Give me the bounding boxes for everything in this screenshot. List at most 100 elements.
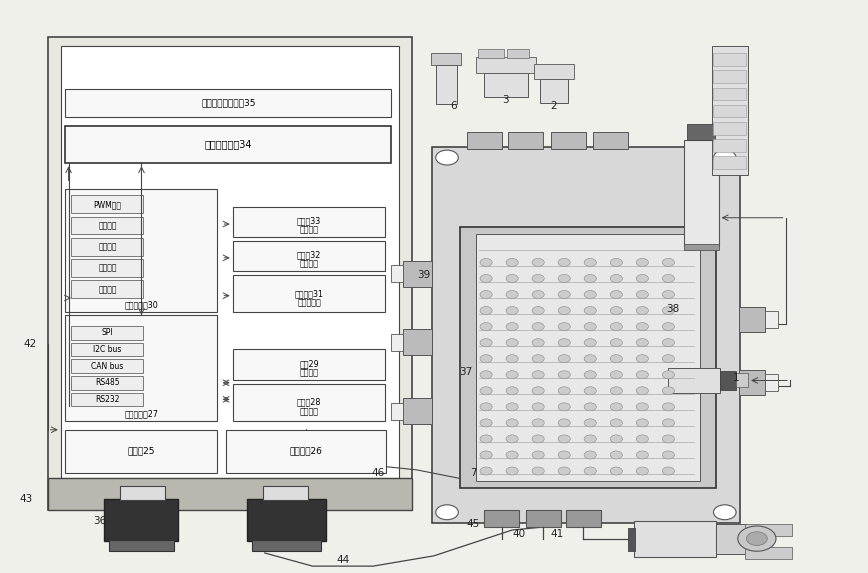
FancyBboxPatch shape xyxy=(403,398,432,424)
FancyBboxPatch shape xyxy=(540,79,568,103)
Circle shape xyxy=(610,451,622,459)
Text: I2C bus: I2C bus xyxy=(94,345,122,354)
Circle shape xyxy=(480,371,492,379)
Circle shape xyxy=(558,291,570,299)
Circle shape xyxy=(610,355,622,363)
FancyBboxPatch shape xyxy=(403,329,432,355)
Text: 输入输出板30: 输入输出板30 xyxy=(125,300,158,309)
Text: RS485: RS485 xyxy=(95,378,120,387)
FancyBboxPatch shape xyxy=(460,227,716,488)
Text: 摄像头开: 摄像头开 xyxy=(299,225,319,234)
FancyBboxPatch shape xyxy=(739,370,765,395)
FancyBboxPatch shape xyxy=(108,540,174,551)
Text: 接线端子26: 接线端子26 xyxy=(290,446,323,456)
Circle shape xyxy=(713,505,736,520)
FancyBboxPatch shape xyxy=(765,311,778,328)
FancyBboxPatch shape xyxy=(71,280,143,298)
Circle shape xyxy=(610,323,622,331)
FancyBboxPatch shape xyxy=(65,430,217,473)
Text: 39: 39 xyxy=(417,270,431,280)
Circle shape xyxy=(738,526,776,551)
Circle shape xyxy=(532,291,544,299)
Circle shape xyxy=(506,323,518,331)
Circle shape xyxy=(584,371,596,379)
Circle shape xyxy=(506,291,518,299)
Circle shape xyxy=(480,467,492,475)
Circle shape xyxy=(662,258,674,266)
Circle shape xyxy=(584,291,596,299)
FancyBboxPatch shape xyxy=(534,64,574,79)
Circle shape xyxy=(532,451,544,459)
Circle shape xyxy=(746,532,767,545)
Circle shape xyxy=(584,419,596,427)
Text: 38: 38 xyxy=(666,304,680,315)
Text: 数字输出: 数字输出 xyxy=(98,264,117,273)
FancyBboxPatch shape xyxy=(467,132,502,149)
FancyBboxPatch shape xyxy=(507,49,529,58)
Circle shape xyxy=(610,387,622,395)
Circle shape xyxy=(610,274,622,282)
Circle shape xyxy=(480,403,492,411)
FancyBboxPatch shape xyxy=(478,49,504,58)
FancyBboxPatch shape xyxy=(436,65,457,104)
Circle shape xyxy=(532,258,544,266)
Text: 42: 42 xyxy=(23,339,37,349)
FancyBboxPatch shape xyxy=(713,156,746,169)
Circle shape xyxy=(506,387,518,395)
Circle shape xyxy=(636,371,648,379)
Circle shape xyxy=(532,355,544,363)
FancyBboxPatch shape xyxy=(431,53,461,65)
FancyBboxPatch shape xyxy=(628,528,635,551)
Circle shape xyxy=(480,274,492,282)
Text: 41: 41 xyxy=(550,529,564,539)
FancyBboxPatch shape xyxy=(476,234,700,481)
Text: 1: 1 xyxy=(733,373,740,383)
FancyBboxPatch shape xyxy=(720,371,736,390)
FancyBboxPatch shape xyxy=(71,393,143,406)
FancyBboxPatch shape xyxy=(593,132,628,149)
Circle shape xyxy=(532,274,544,282)
Text: 2: 2 xyxy=(550,101,557,111)
FancyBboxPatch shape xyxy=(713,53,746,66)
FancyBboxPatch shape xyxy=(713,105,746,117)
Circle shape xyxy=(480,419,492,427)
Circle shape xyxy=(636,403,648,411)
Circle shape xyxy=(662,467,674,475)
FancyBboxPatch shape xyxy=(71,343,143,356)
FancyBboxPatch shape xyxy=(668,368,720,393)
Circle shape xyxy=(662,274,674,282)
Circle shape xyxy=(506,467,518,475)
Circle shape xyxy=(636,339,648,347)
Circle shape xyxy=(610,307,622,315)
FancyBboxPatch shape xyxy=(432,147,740,523)
FancyBboxPatch shape xyxy=(71,376,143,390)
Circle shape xyxy=(558,355,570,363)
Circle shape xyxy=(662,323,674,331)
FancyBboxPatch shape xyxy=(65,189,217,312)
Text: 7: 7 xyxy=(470,468,477,478)
FancyBboxPatch shape xyxy=(120,486,165,500)
Text: 数字输入: 数字输入 xyxy=(98,285,117,294)
Text: 关电路33: 关电路33 xyxy=(297,216,321,225)
Circle shape xyxy=(662,307,674,315)
Circle shape xyxy=(662,419,674,427)
FancyBboxPatch shape xyxy=(713,88,746,100)
FancyBboxPatch shape xyxy=(71,326,143,340)
Circle shape xyxy=(610,339,622,347)
FancyBboxPatch shape xyxy=(713,139,746,152)
Circle shape xyxy=(584,467,596,475)
Circle shape xyxy=(636,419,648,427)
Circle shape xyxy=(532,307,544,315)
Circle shape xyxy=(558,387,570,395)
Text: 开关电路31: 开关电路31 xyxy=(294,289,324,298)
Circle shape xyxy=(636,258,648,266)
Circle shape xyxy=(584,323,596,331)
FancyBboxPatch shape xyxy=(745,524,792,536)
Circle shape xyxy=(532,419,544,427)
FancyBboxPatch shape xyxy=(566,510,601,527)
Text: 6: 6 xyxy=(450,101,457,111)
Circle shape xyxy=(558,403,570,411)
FancyBboxPatch shape xyxy=(65,126,391,163)
Circle shape xyxy=(436,150,458,165)
Circle shape xyxy=(662,371,674,379)
